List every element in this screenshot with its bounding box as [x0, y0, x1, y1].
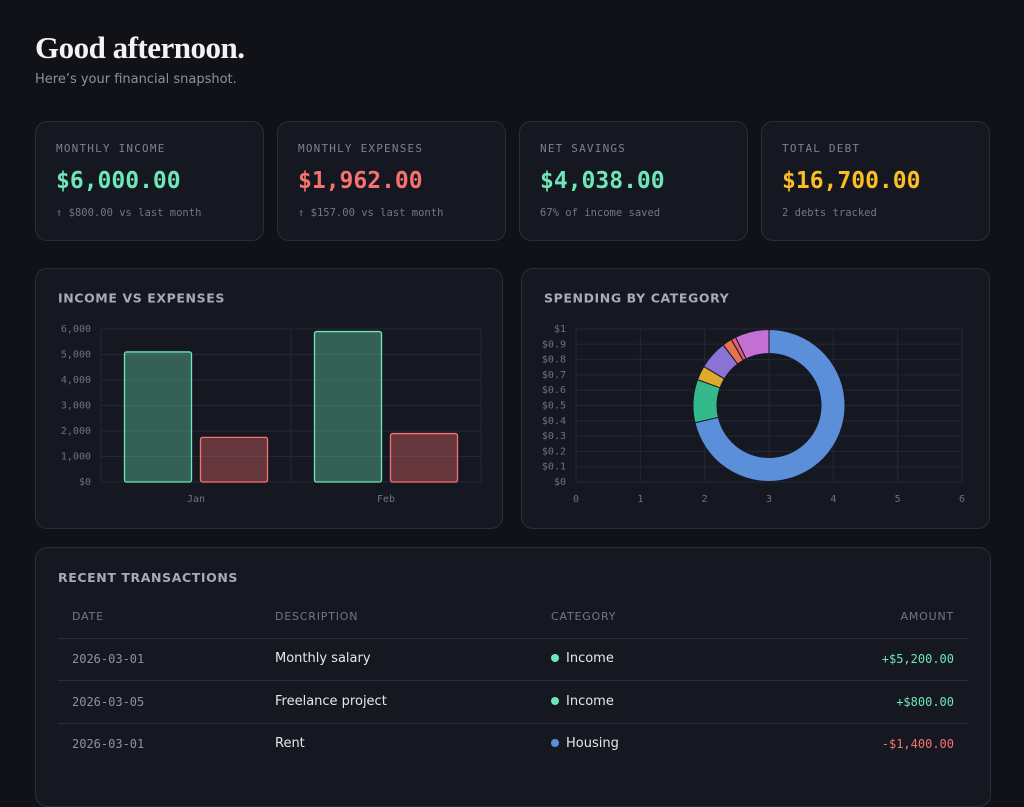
greeting: Good afternoon. [35, 30, 245, 65]
dashboard: Good afternoon. Here’s your financial sn… [35, 30, 991, 807]
category-dot [551, 654, 559, 662]
y-tick-label: $0.1 [542, 462, 566, 473]
column-header: CATEGORY [551, 610, 617, 623]
y-tick-label: 1,000 [61, 452, 91, 463]
y-tick-label: $1 [554, 324, 566, 335]
table-row: 2026-03-01 Rent Housing -$1,400.00 [58, 723, 968, 765]
amount: +$5,200.00 [881, 652, 954, 666]
y-tick-label: $0.9 [542, 339, 566, 350]
subtitle: Here’s your financial snapshot. [35, 72, 237, 87]
stat-note: 67% of income saved [540, 207, 661, 219]
date: 2026-03-01 [72, 737, 145, 751]
category: Income [551, 681, 614, 723]
stat-value: $4,038.00 [540, 168, 665, 194]
y-tick-label: $0.6 [542, 385, 566, 396]
stat-note: ↑ $157.00 vs last month [298, 207, 444, 219]
category: Income [551, 638, 614, 680]
bar [389, 432, 459, 483]
category-name: Income [566, 693, 614, 709]
stat-value: $6,000.00 [56, 168, 181, 194]
donut-segment [734, 328, 770, 360]
category-dot [551, 696, 559, 705]
x-tick-label: 6 [959, 494, 965, 505]
y-tick-label: $0.2 [542, 446, 566, 457]
stat-note: ↑ $800.00 vs last month [56, 207, 202, 219]
chart-title: INCOME VS EXPENSES [58, 291, 225, 306]
chart: INCOME VS EXPENSES $0 1,000 2,000 3,000 4,000… [58, 291, 482, 505]
stat-card: MONTHLY INCOME $6,000.00 ↑ $800.00 vs last… [35, 121, 264, 241]
column-header: DATE [72, 610, 104, 623]
stat-label: TOTAL DEBT [782, 142, 861, 155]
bar [123, 351, 193, 483]
y-tick-label: 4,000 [61, 375, 91, 386]
stat-value: $16,700.00 [782, 168, 921, 194]
chart-title: SPENDING BY CATEGORY [544, 291, 730, 306]
stat-card: TOTAL DEBT $16,700.00 2 debts tracked [761, 121, 990, 241]
stat-card: NET SAVINGS $4,038.00 67% of income saved [519, 121, 748, 241]
amount: -$1,400.00 [881, 737, 954, 751]
transactions-title: RECENT TRANSACTIONS [58, 570, 239, 585]
category-dot [551, 739, 559, 747]
y-tick-label: $0.8 [542, 355, 566, 366]
description: Rent [275, 736, 305, 751]
date: 2026-03-05 [72, 694, 145, 709]
y-tick-label: $0.3 [542, 431, 566, 442]
category-name: Income [566, 651, 614, 666]
y-tick-label: 6,000 [61, 324, 91, 335]
stat-note: 2 debts tracked [782, 207, 877, 219]
column-header: AMOUNT [900, 610, 954, 623]
x-tick-label: 4 [830, 494, 836, 505]
page: Financial dashboard { "header": {"title"… [35, 30, 991, 807]
stat-card: MONTHLY EXPENSES $1,962.00 ↑ $157.00 vs la… [277, 121, 506, 241]
chart-card: SPENDING BY CATEGORY $0 $0.1 $0.2 $0.3 $0.4 $0… [521, 268, 990, 529]
transactions-card: RECENT TRANSACTIONS DATE DESCRIPTION CATEG… [35, 547, 991, 807]
stat-value: $1,962.00 [298, 168, 423, 194]
column-header: DESCRIPTION [275, 610, 359, 623]
chart: SPENDING BY CATEGORY $0 $0.1 $0.2 $0.3 $0.4 $0… [542, 291, 965, 506]
chart-card: INCOME VS EXPENSES $0 1,000 2,000 3,000 4,000… [35, 268, 503, 529]
y-tick-label: $0.4 [542, 416, 566, 427]
category: Housing [551, 723, 619, 765]
stat-label: NET SAVINGS [540, 142, 627, 155]
y-tick-label: $0 [554, 477, 566, 488]
bar [199, 436, 269, 483]
date: 2026-03-01 [72, 652, 145, 666]
x-tick-label: 0 [573, 494, 579, 505]
table-header: DATE DESCRIPTION CATEGORY AMOUNT [58, 596, 968, 639]
y-tick-label: 3,000 [61, 401, 91, 412]
x-tick-label: 2 [702, 494, 708, 505]
y-tick-label: 5,000 [61, 350, 91, 361]
y-tick-label: $0 [79, 477, 91, 488]
y-tick-label: $0.5 [542, 401, 566, 412]
table-row: 2026-03-05 Freelance project Income +$800.0… [58, 681, 968, 724]
bar [313, 330, 383, 483]
table-row: 2026-03-01 Monthly salary Income +$5,200.00 [58, 638, 968, 681]
y-tick-label: $0.7 [542, 370, 566, 381]
description: Freelance project [275, 693, 387, 709]
amount: +$800.00 [896, 694, 954, 709]
x-tick-label: Jan [187, 494, 205, 505]
x-tick-label: 5 [895, 494, 901, 505]
x-tick-label: Feb [377, 494, 395, 505]
x-tick-label: 1 [637, 494, 643, 505]
y-tick-label: 2,000 [61, 426, 91, 437]
category-name: Housing [566, 736, 619, 751]
description: Monthly salary [275, 651, 371, 666]
donut-segment [694, 328, 846, 482]
x-tick-label: 3 [766, 494, 772, 505]
stat-label: MONTHLY EXPENSES [298, 142, 424, 155]
stat-label: MONTHLY INCOME [56, 142, 166, 155]
